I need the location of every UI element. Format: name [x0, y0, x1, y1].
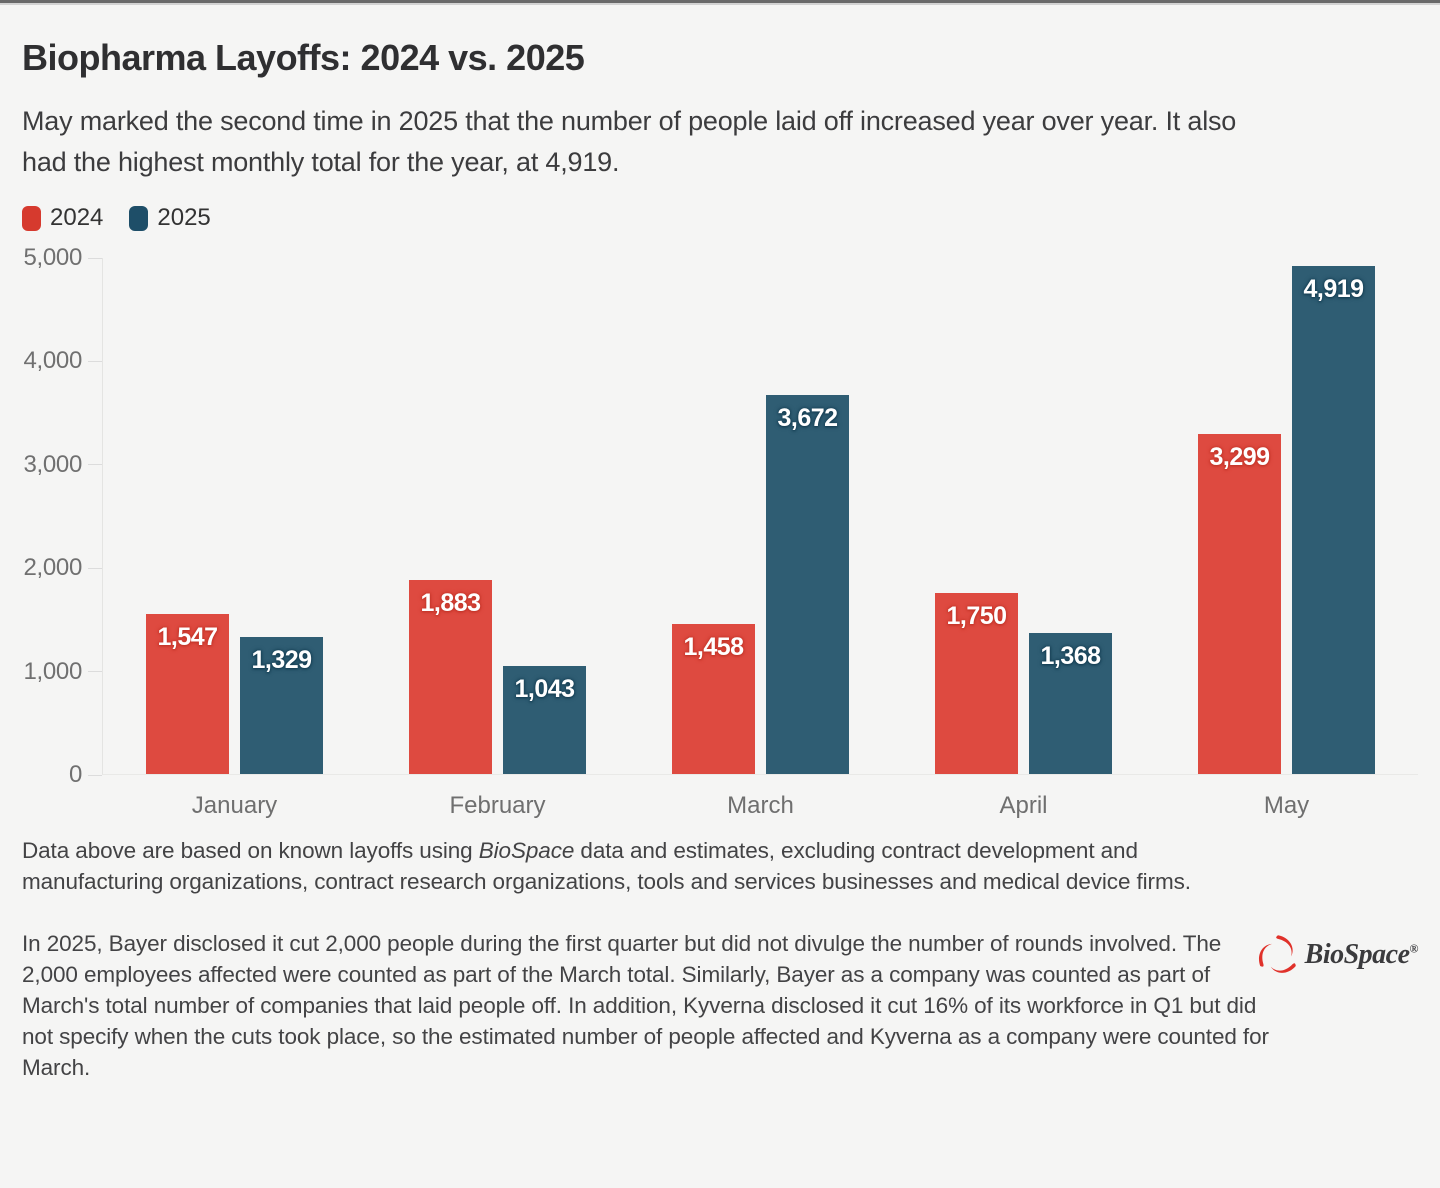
biospace-logo-word: BioSpace [1304, 939, 1410, 971]
bar-2024-february: 1,883 [409, 579, 492, 774]
bar-value-label: 3,299 [1209, 442, 1270, 471]
footnote-1-prefix: Data above are based on known layoffs us… [22, 838, 479, 863]
footnote-2-row: In 2025, Bayer disclosed it cut 2,000 pe… [22, 928, 1419, 1083]
footnote-data-source: Data above are based on known layoffs us… [22, 835, 1272, 897]
bar-group-march: 1,458 3,672 March [629, 258, 892, 819]
y-tick-label: 1,000 [23, 657, 82, 685]
registered-mark: ® [1409, 941, 1419, 956]
bar-2025-february: 1,043 [503, 666, 586, 774]
legend-label: 2025 [157, 204, 211, 231]
bar-value-label: 1,368 [1040, 641, 1101, 670]
bar-value-label: 1,883 [420, 588, 481, 617]
bar-2025-march: 3,672 [766, 395, 849, 774]
plot-area: 1,547 1,329 January 1,883 1,043 February 1,458… [102, 258, 1418, 819]
bar-value-label: 1,458 [683, 632, 744, 661]
x-axis-label-january: January [191, 792, 278, 819]
bar-2025-may: 4,919 [1292, 266, 1375, 774]
legend-item-2024: 2024 [22, 204, 103, 232]
bar-group-may: 3,299 4,919 May [1155, 258, 1418, 819]
bar-value-label: 1,043 [514, 675, 575, 704]
legend-swatch-2025 [129, 205, 149, 231]
footnote-1-biospace: BioSpace [478, 838, 575, 863]
bar-value-label: 1,329 [251, 645, 312, 674]
bar-2024-march: 1,458 [672, 623, 755, 774]
legend-item-2025: 2025 [129, 204, 211, 232]
bar-2024-may: 3,299 [1198, 433, 1281, 774]
biospace-logo-text: BioSpace® [1304, 939, 1419, 971]
bar-value-label: 1,547 [157, 623, 218, 652]
footnote-1-suffix: data and estimates, excluding contract d… [22, 838, 1191, 895]
y-tick-mark [88, 257, 102, 259]
content: Biopharma Layoffs: 2024 vs. 2025 May mar… [0, 37, 1440, 1083]
biospace-logo: BioSpace® [1256, 932, 1419, 978]
bar-chart: 5,000 4,000 3,000 2,000 1,000 0 1,547 1,329 Jan… [22, 244, 1418, 819]
bar-2025-january: 1,329 [240, 636, 323, 774]
legend-label: 2024 [50, 204, 104, 231]
bar-value-label: 1,750 [946, 602, 1007, 631]
y-axis: 5,000 4,000 3,000 2,000 1,000 0 [22, 244, 102, 788]
y-tick-mark [88, 671, 102, 673]
y-tick-label: 0 [68, 761, 82, 788]
bar-2025-april: 1,368 [1029, 632, 1112, 774]
x-axis-label-april: April [999, 792, 1048, 819]
x-axis-label-february: February [449, 792, 546, 819]
bar-group-april: 1,750 1,368 April [892, 258, 1155, 819]
y-tick-label: 4,000 [23, 347, 82, 375]
y-tick-mark [88, 360, 102, 362]
y-tick-label: 2,000 [23, 554, 82, 582]
bar-group-january: 1,547 1,329 January [103, 258, 366, 819]
biospace-swirl-icon [1258, 935, 1296, 973]
chart-inner: 5,000 4,000 3,000 2,000 1,000 0 1,547 1,329 Jan… [22, 244, 1418, 819]
y-tick-mark [88, 464, 102, 466]
top-bar [0, 0, 1440, 5]
y-tick-mark [88, 567, 102, 569]
x-axis-label-may: May [1263, 792, 1310, 819]
y-tick-label: 3,000 [23, 450, 82, 478]
page-title: Biopharma Layoffs: 2024 vs. 2025 [22, 37, 585, 78]
y-tick-mark [88, 774, 102, 776]
x-axis-label-march: March [727, 792, 794, 819]
y-tick-label: 5,000 [23, 244, 82, 271]
bar-2024-january: 1,547 [146, 614, 229, 774]
footnote-methodology: In 2025, Bayer disclosed it cut 2,000 pe… [22, 931, 1269, 1081]
chart-legend: 2024 2025 [22, 204, 1418, 232]
chart-subtitle: May marked the second time in 2025 that … [22, 106, 1237, 177]
bar-value-label: 3,672 [777, 404, 838, 433]
bar-group-february: 1,883 1,043 February [366, 258, 629, 819]
legend-swatch-2024 [22, 205, 41, 231]
bar-2024-april: 1,750 [935, 593, 1018, 774]
bar-value-label: 4,919 [1303, 275, 1364, 304]
